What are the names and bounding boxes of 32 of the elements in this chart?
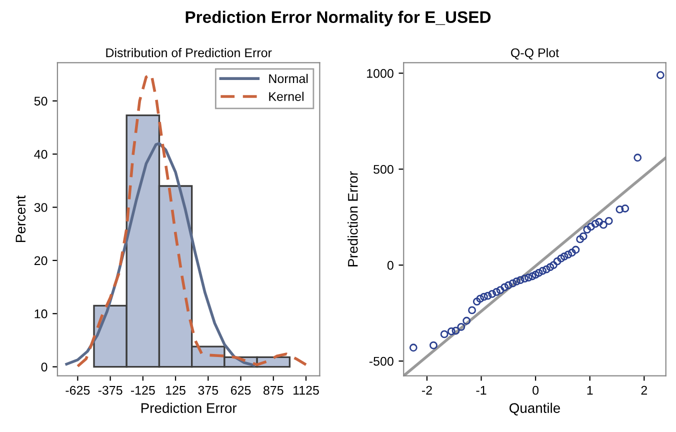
x-tick-label: -625 (66, 386, 90, 395)
x-axis-title: Prediction Error (141, 402, 237, 413)
x-tick-label: 125 (166, 386, 186, 395)
y-tick-label: 500 (374, 164, 394, 174)
y-tick-label: -500 (369, 356, 394, 366)
chart-subtitle: Distribution of Prediction Error (106, 48, 272, 58)
y-axis-title: Prediction Error (348, 171, 358, 266)
x-tick-label: 1 (587, 386, 593, 395)
y-tick-label: 10 (34, 309, 48, 318)
y-tick-label: 1000 (367, 68, 394, 78)
x-tick-label: -125 (130, 386, 155, 395)
y-tick-label: 0 (387, 260, 394, 270)
y-tick-label: 50 (34, 96, 48, 106)
legend-label: Normal (269, 74, 308, 84)
x-tick-label: 625 (230, 386, 251, 395)
y-tick-label: 40 (34, 150, 48, 159)
x-tick-label: 1125 (294, 386, 319, 395)
x-tick-label: -2 (422, 386, 432, 395)
x-tick-label: -375 (98, 386, 122, 395)
y-tick-label: 20 (34, 256, 48, 266)
legend-label: Kernel (269, 92, 304, 101)
chart-title: Prediction Error Normality for E_USED (186, 10, 491, 26)
x-tick-label: 375 (198, 386, 218, 395)
x-axis-title: Quantile (510, 402, 560, 416)
y-tick-label: 0 (41, 362, 48, 372)
y-tick-label: 30 (34, 203, 48, 212)
x-tick-label: 875 (264, 386, 284, 395)
x-tick-label: 0 (532, 386, 539, 395)
y-axis-title: Percent (16, 195, 26, 242)
x-tick-label: -1 (476, 386, 486, 395)
chart-subtitle: Q-Q Plot (511, 48, 559, 60)
x-tick-label: 2 (641, 386, 647, 395)
